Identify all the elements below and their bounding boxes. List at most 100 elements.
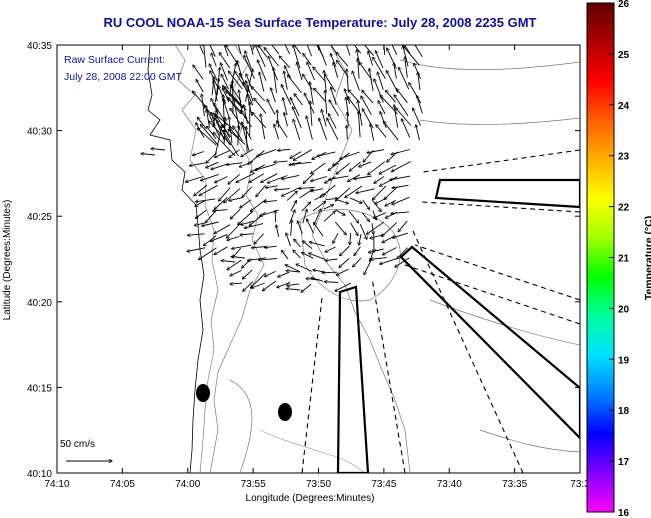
current-vector (303, 53, 312, 66)
current-vector (267, 99, 276, 116)
current-vector (311, 162, 326, 174)
current-vector (396, 108, 412, 126)
current-vector (307, 219, 315, 234)
current-vector (354, 246, 361, 256)
current-vector (241, 148, 254, 157)
current-vector (394, 95, 409, 117)
current-vector (377, 72, 384, 90)
current-vector (271, 45, 280, 55)
current-vector (243, 125, 250, 152)
current-vector (189, 162, 207, 166)
current-vector (282, 250, 289, 260)
current-vector (245, 51, 252, 70)
current-vector (307, 62, 315, 81)
current-vector (249, 45, 254, 56)
current-vector (236, 172, 256, 182)
current-vector (265, 185, 278, 188)
current-vector (299, 189, 313, 199)
current-vector (214, 125, 222, 155)
current-vector (324, 282, 339, 283)
current-vector (187, 247, 206, 252)
x-tick-label: 73:3 (570, 479, 590, 490)
current-vector (311, 176, 327, 182)
current-vector (229, 63, 236, 96)
y-tick-label: 40:10 (27, 469, 52, 480)
current-vector (349, 161, 361, 171)
current-vector (372, 223, 373, 234)
current-vector (397, 247, 408, 259)
current-vector (202, 94, 205, 117)
current-vector (309, 242, 325, 247)
restricted-zone (399, 245, 580, 440)
current-vector (211, 53, 217, 67)
current-vector (374, 176, 385, 184)
current-vector (141, 154, 156, 155)
current-vector (213, 210, 228, 211)
current-vector (206, 152, 218, 164)
current-vector (364, 259, 372, 274)
current-vector (274, 161, 288, 162)
current-vector (244, 223, 264, 229)
current-vector (396, 89, 408, 103)
current-vector (284, 45, 291, 55)
current-vector (392, 232, 409, 238)
current-vector (231, 257, 246, 258)
colorbar-label: Temperature (°C) (643, 216, 651, 301)
current-vector (258, 45, 268, 58)
current-vector (226, 162, 243, 165)
current-vector (211, 77, 214, 96)
current-vector (277, 110, 279, 128)
x-tick-label: 73:45 (371, 479, 396, 490)
buoy-marker (196, 384, 210, 402)
current-vector (286, 191, 297, 201)
current-vector (244, 69, 252, 102)
current-vector (277, 121, 288, 138)
current-vector (336, 162, 350, 174)
bathymetry-contour (419, 117, 580, 125)
current-vector (261, 173, 278, 183)
current-vector (224, 188, 241, 203)
current-vector (214, 196, 228, 209)
current-vector (301, 283, 312, 292)
scale-label: 50 cm/s (60, 439, 95, 450)
current-vector (327, 118, 339, 141)
current-vector (226, 91, 244, 109)
current-vector (335, 282, 352, 291)
current-vector (347, 69, 349, 91)
current-vector (294, 239, 301, 248)
bathymetry-contour (229, 379, 253, 473)
current-vector (197, 117, 207, 129)
current-vector (196, 198, 216, 202)
current-vector (369, 69, 374, 92)
current-vector (219, 187, 231, 202)
current-vector (227, 97, 248, 120)
current-vector (309, 253, 326, 260)
current-vector (286, 271, 301, 272)
current-vector (386, 90, 396, 103)
y-tick-label: 40:35 (27, 41, 52, 52)
bathymetry-contour (479, 429, 580, 453)
bathymetry-contour (299, 209, 401, 302)
current-vector (202, 221, 219, 226)
current-vector (312, 201, 326, 212)
surface-current-vectors (141, 45, 423, 292)
current-vector (241, 220, 255, 225)
current-vector (367, 221, 385, 234)
current-vector (206, 161, 219, 168)
current-vector (256, 184, 267, 197)
current-vector (335, 209, 345, 215)
current-vector (230, 208, 241, 219)
current-vector (277, 281, 291, 287)
current-vector (212, 110, 217, 128)
current-vector (375, 197, 387, 204)
current-vector (326, 198, 338, 199)
current-vector (230, 269, 242, 275)
current-label-line1: Raw Surface Current: (64, 54, 165, 66)
current-vector (199, 45, 204, 55)
current-vector (251, 282, 265, 288)
current-vector (228, 129, 246, 145)
current-vector (233, 126, 243, 142)
boundary-lines (301, 149, 580, 473)
current-vector (361, 96, 372, 116)
current-vector (296, 264, 312, 272)
